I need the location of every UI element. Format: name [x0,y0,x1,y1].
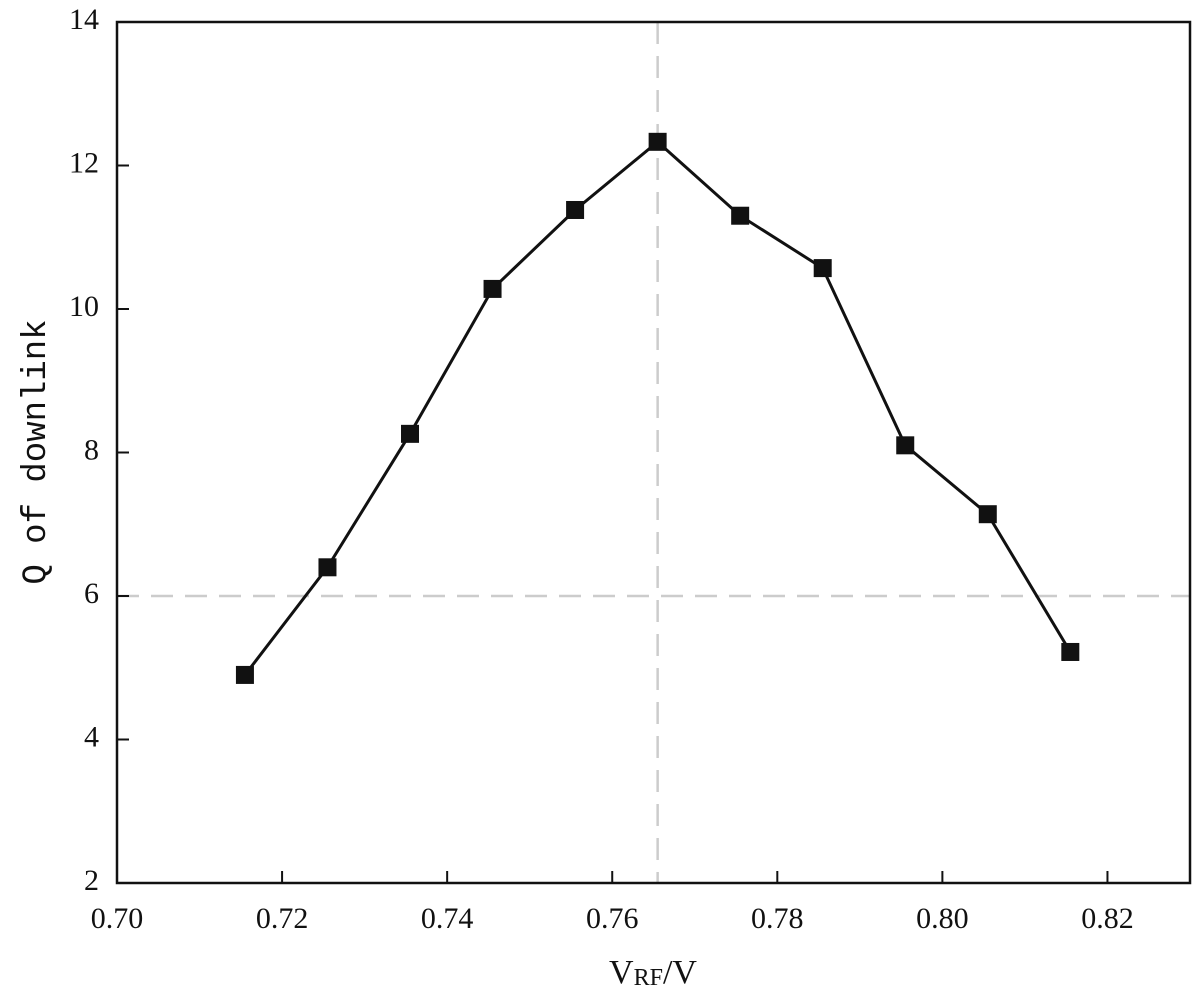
data-marker [648,132,667,151]
data-marker [566,200,585,219]
data-marker [978,505,997,524]
x-label-sub: RF [634,965,663,991]
y-tick-label: 14 [69,3,99,36]
data-marker [318,558,337,577]
plot-frame [115,20,1192,885]
x-tick-label: 0.76 [586,902,639,935]
data-marker [896,436,915,455]
x-label-main: V [609,954,634,991]
y-tick-label: 8 [84,433,99,466]
data-marker [813,259,832,278]
x-axis-label: VRF/V [609,954,697,991]
y-tick-label: 10 [69,290,99,323]
y-tick-label: 2 [84,864,99,897]
y-tick-label: 6 [84,577,99,610]
data-marker [1061,642,1080,661]
data-marker [483,279,502,298]
data-marker [401,424,420,443]
y-axis-label: Q of downlink [18,319,56,584]
x-tick-label: 0.80 [916,902,969,935]
y-tick-label: 4 [84,720,99,753]
x-tick-label: 0.78 [751,902,804,935]
y-tick-label: 12 [69,146,99,179]
x-label-unit: /V [663,954,697,991]
x-tick-label: 0.74 [421,902,474,935]
data-marker [731,206,750,225]
x-tick-label: 0.72 [256,902,309,935]
x-tick-label: 0.70 [91,902,144,935]
x-tick-label: 0.82 [1081,902,1134,935]
data-marker [235,665,254,684]
